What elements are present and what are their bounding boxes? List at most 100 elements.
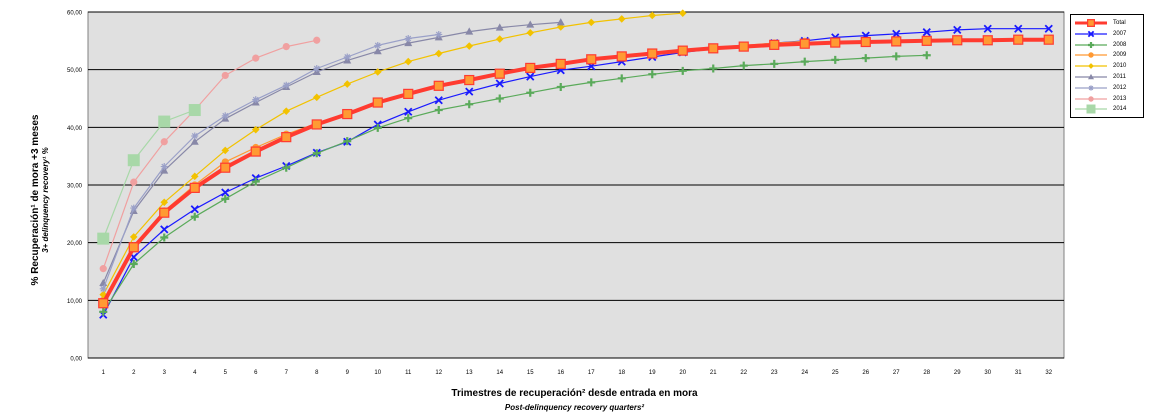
legend-item: Total	[1071, 18, 1145, 28]
data-point	[494, 68, 505, 79]
data-point	[282, 43, 290, 51]
legend-label: 2013	[1113, 95, 1127, 102]
data-point	[526, 72, 535, 81]
legend-label: 2010	[1113, 63, 1127, 70]
data-point	[526, 20, 535, 28]
series-total	[98, 34, 1054, 309]
data-point	[953, 25, 962, 35]
legend-item: 2014	[1071, 104, 1145, 114]
data-point	[342, 108, 353, 120]
data-point	[922, 28, 931, 37]
data-point	[1088, 52, 1094, 59]
data-point	[770, 59, 779, 68]
data-point	[98, 298, 109, 309]
data-point	[251, 125, 260, 134]
data-point	[1013, 34, 1024, 45]
y-tick-label: 50,00	[67, 68, 83, 74]
data-point	[769, 39, 780, 50]
data-point	[190, 205, 199, 214]
series-line	[102, 54, 927, 313]
data-point	[373, 123, 382, 132]
data-point	[678, 9, 687, 17]
data-point	[556, 23, 565, 31]
data-point	[221, 112, 229, 120]
data-point	[281, 132, 292, 143]
x-tick-label: 26	[862, 370, 869, 376]
legend-swatch	[1075, 85, 1107, 91]
x-tick-label: 23	[771, 370, 778, 376]
data-point	[160, 163, 168, 171]
data-point	[130, 204, 138, 212]
data-point	[221, 194, 230, 203]
data-point	[188, 104, 201, 117]
legend-swatch	[1075, 52, 1107, 59]
data-point	[617, 15, 626, 23]
data-point	[190, 212, 199, 221]
data-point	[677, 45, 688, 56]
data-point	[1044, 24, 1053, 33]
data-point	[312, 93, 321, 102]
data-point	[495, 94, 504, 103]
legend-swatch	[1075, 73, 1107, 80]
legend-swatch	[1075, 19, 1107, 27]
x-tick-label: 16	[557, 370, 564, 376]
data-point	[891, 36, 902, 47]
x-tick-label: 5	[224, 370, 228, 376]
legend-swatch	[1075, 95, 1107, 102]
data-point	[831, 55, 840, 64]
data-point	[922, 51, 931, 60]
series-2014	[97, 104, 201, 245]
data-point	[648, 70, 657, 79]
data-point	[708, 43, 719, 54]
data-point	[1088, 63, 1094, 70]
legend-label: Total	[1113, 20, 1126, 26]
x-tick-label: 24	[801, 370, 808, 376]
x-tick-label: 22	[740, 370, 747, 376]
data-point	[404, 107, 413, 116]
legend-item: 2011	[1071, 72, 1145, 82]
data-point	[892, 52, 901, 61]
data-point	[739, 61, 748, 70]
data-point	[1088, 41, 1094, 48]
y-axis-label: % Recuperación¹ de mora +3 meses	[30, 114, 41, 286]
x-tick-label: 2	[132, 370, 136, 376]
x-tick-label: 8	[315, 370, 319, 376]
y-axis-title: % Recuperación¹ de mora +3 meses 3+ deli…	[20, 70, 60, 330]
y-tick-labels: 0,00 10,00 20,00 30,00 40,00 50,00 60,00	[67, 11, 83, 363]
legend-label: 2011	[1113, 74, 1126, 80]
data-point	[1088, 85, 1094, 91]
data-point	[343, 137, 352, 146]
series-line	[102, 33, 439, 290]
data-point	[465, 100, 474, 109]
legend-swatch	[1075, 30, 1107, 38]
data-point	[952, 35, 963, 46]
data-point	[861, 54, 870, 63]
data-point	[127, 154, 140, 167]
y-axis-label-en: 3+ delinquency recovery¹ %	[41, 147, 50, 253]
data-point	[191, 132, 199, 140]
legend-swatch	[1075, 104, 1107, 114]
series-2010	[99, 9, 687, 299]
x-tick-label: 30	[984, 370, 991, 376]
legend-item: 2008	[1071, 40, 1145, 50]
legend-label: 2008	[1113, 41, 1127, 48]
data-point	[159, 207, 170, 218]
x-tick-label: 3	[163, 370, 167, 376]
data-point	[373, 68, 382, 76]
x-tick-label: 17	[588, 370, 595, 376]
data-point	[1088, 73, 1094, 80]
data-point	[374, 41, 382, 49]
series-line	[102, 109, 196, 239]
data-point	[921, 35, 932, 46]
x-tick-label: 13	[466, 370, 473, 376]
x-tick-label: 9	[346, 370, 350, 376]
x-axis-label: Trimestres de recuperación² desde entrad…	[451, 388, 698, 399]
x-tick-label: 1	[102, 370, 106, 376]
data-point	[160, 138, 168, 146]
x-axis-label-en: Post-delinquency recovery quarters²	[504, 403, 645, 412]
data-point	[648, 11, 657, 20]
x-tick-label: 29	[954, 370, 961, 376]
data-point	[160, 225, 169, 234]
data-point	[403, 88, 414, 99]
